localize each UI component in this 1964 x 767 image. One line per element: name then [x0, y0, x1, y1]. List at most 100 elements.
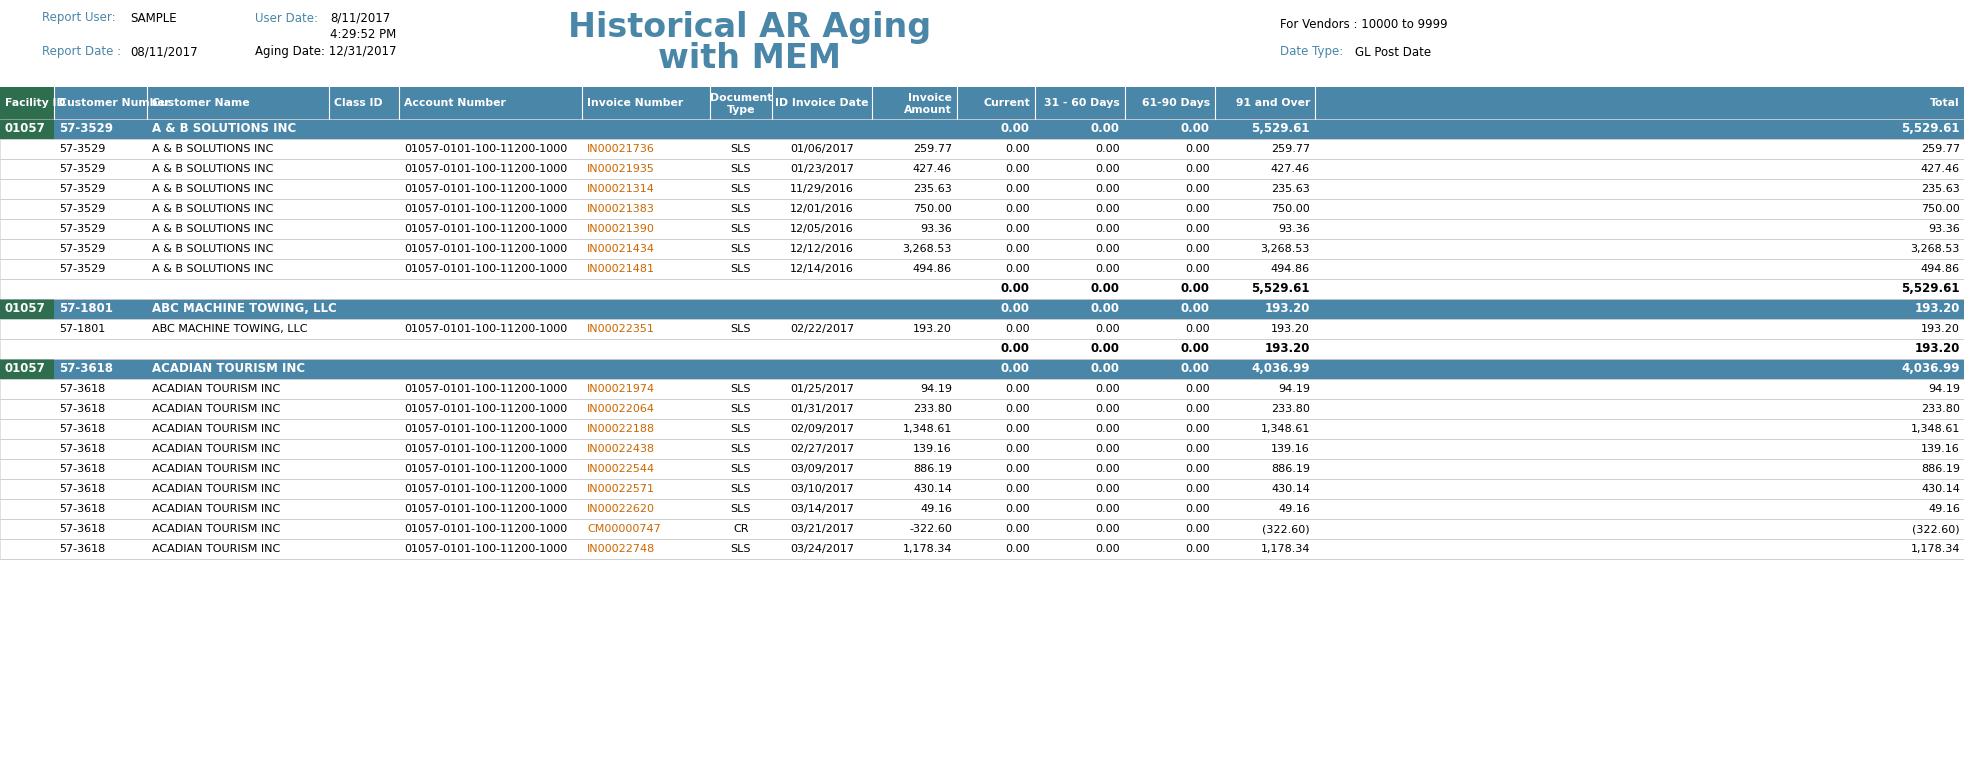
Text: 57-3618: 57-3618	[59, 484, 106, 494]
Text: 0.00: 0.00	[1006, 504, 1029, 514]
Bar	[0, 159, 1964, 179]
Text: 01057-0101-100-11200-1000: 01057-0101-100-11200-1000	[405, 464, 568, 474]
Text: 0.00: 0.00	[1094, 244, 1119, 254]
Text: 0.00: 0.00	[1184, 504, 1210, 514]
Text: 93.36: 93.36	[919, 224, 951, 234]
Text: 0.00: 0.00	[1184, 184, 1210, 194]
Text: A & B SOLUTIONS INC: A & B SOLUTIONS INC	[151, 224, 273, 234]
Text: 49.16: 49.16	[1277, 504, 1310, 514]
Text: 1,178.34: 1,178.34	[1909, 544, 1958, 554]
Text: 57-3618: 57-3618	[59, 504, 106, 514]
Text: Account Number: Account Number	[405, 98, 505, 108]
Text: 259.77: 259.77	[913, 144, 951, 154]
Text: 233.80: 233.80	[1271, 404, 1310, 414]
Text: 0.00: 0.00	[1184, 424, 1210, 434]
Bar	[0, 539, 1964, 559]
Text: 01057-0101-100-11200-1000: 01057-0101-100-11200-1000	[405, 324, 568, 334]
Text: 430.14: 430.14	[1921, 484, 1958, 494]
Text: 427.46: 427.46	[1271, 164, 1310, 174]
Text: 0.00: 0.00	[1090, 343, 1119, 355]
Text: 03/14/2017: 03/14/2017	[790, 504, 854, 514]
Text: SLS: SLS	[731, 384, 750, 394]
Text: 57-3618: 57-3618	[59, 424, 106, 434]
Text: 0.00: 0.00	[1000, 123, 1029, 136]
Text: 233.80: 233.80	[1921, 404, 1958, 414]
Text: 93.36: 93.36	[1279, 224, 1310, 234]
Text: 0.00: 0.00	[1090, 363, 1119, 376]
Bar	[0, 519, 1964, 539]
Text: IN00021481: IN00021481	[587, 264, 654, 274]
Text: 1,348.61: 1,348.61	[1909, 424, 1958, 434]
Text: 0.00: 0.00	[1094, 424, 1119, 434]
Text: 3,268.53: 3,268.53	[1261, 244, 1310, 254]
Text: 886.19: 886.19	[1921, 464, 1958, 474]
Text: 0.00: 0.00	[1006, 144, 1029, 154]
Text: 750.00: 750.00	[1271, 204, 1310, 214]
Text: 193.20: 193.20	[913, 324, 951, 334]
Text: 57-3618: 57-3618	[59, 404, 106, 414]
Text: 57-3529: 57-3529	[59, 264, 106, 274]
Text: 0.00: 0.00	[1006, 184, 1029, 194]
Text: 1,348.61: 1,348.61	[901, 424, 951, 434]
Text: 94.19: 94.19	[1927, 384, 1958, 394]
Text: 0.00: 0.00	[1094, 504, 1119, 514]
Text: IN00022748: IN00022748	[587, 544, 654, 554]
Text: 12/01/2016: 12/01/2016	[790, 204, 854, 214]
Text: For Vendors : 10000 to 9999: For Vendors : 10000 to 9999	[1279, 18, 1447, 31]
Text: 02/27/2017: 02/27/2017	[790, 444, 854, 454]
Text: 01057-0101-100-11200-1000: 01057-0101-100-11200-1000	[405, 424, 568, 434]
Text: 0.00: 0.00	[1180, 363, 1210, 376]
Text: 0.00: 0.00	[1094, 384, 1119, 394]
Text: 0.00: 0.00	[1006, 404, 1029, 414]
Text: IN00021974: IN00021974	[587, 384, 654, 394]
Text: 0.00: 0.00	[1006, 384, 1029, 394]
Text: 0.00: 0.00	[1000, 363, 1029, 376]
Text: ACADIAN TOURISM INC: ACADIAN TOURISM INC	[151, 404, 281, 414]
Text: 0.00: 0.00	[1094, 164, 1119, 174]
Text: 49.16: 49.16	[1927, 504, 1958, 514]
Text: 02/09/2017: 02/09/2017	[790, 424, 854, 434]
Text: 0.00: 0.00	[1184, 244, 1210, 254]
Text: Invoice: Invoice	[907, 94, 951, 104]
Text: 01057-0101-100-11200-1000: 01057-0101-100-11200-1000	[405, 404, 568, 414]
Text: 0.00: 0.00	[1184, 204, 1210, 214]
Text: 0.00: 0.00	[1094, 224, 1119, 234]
Text: 03/21/2017: 03/21/2017	[790, 524, 854, 534]
Bar	[0, 87, 1964, 119]
Bar	[0, 119, 53, 139]
Text: SLS: SLS	[731, 324, 750, 334]
Text: IN00021314: IN00021314	[587, 184, 654, 194]
Text: A & B SOLUTIONS INC: A & B SOLUTIONS INC	[151, 244, 273, 254]
Text: 430.14: 430.14	[1271, 484, 1310, 494]
Text: 0.00: 0.00	[1094, 184, 1119, 194]
Text: 0.00: 0.00	[1006, 444, 1029, 454]
Text: 5,529.61: 5,529.61	[1251, 282, 1310, 295]
Text: 01057: 01057	[6, 302, 45, 315]
Text: 57-3618: 57-3618	[59, 444, 106, 454]
Text: ABC MACHINE TOWING, LLC: ABC MACHINE TOWING, LLC	[151, 302, 336, 315]
Text: 5,529.61: 5,529.61	[1901, 282, 1958, 295]
Text: 01/25/2017: 01/25/2017	[790, 384, 854, 394]
Text: 494.86: 494.86	[1921, 264, 1958, 274]
Text: 01057-0101-100-11200-1000: 01057-0101-100-11200-1000	[405, 384, 568, 394]
Bar	[0, 119, 1964, 139]
Text: 0.00: 0.00	[1184, 384, 1210, 394]
Text: IN00022438: IN00022438	[587, 444, 654, 454]
Text: Report User:: Report User:	[41, 12, 116, 25]
Text: 494.86: 494.86	[1271, 264, 1310, 274]
Text: ACADIAN TOURISM INC: ACADIAN TOURISM INC	[151, 444, 281, 454]
Text: SLS: SLS	[731, 404, 750, 414]
Text: A & B SOLUTIONS INC: A & B SOLUTIONS INC	[151, 204, 273, 214]
Bar	[0, 359, 1964, 379]
Text: CR: CR	[733, 524, 748, 534]
Text: 0.00: 0.00	[1006, 244, 1029, 254]
Text: GL Post Date: GL Post Date	[1355, 45, 1430, 58]
Text: 57-1801: 57-1801	[59, 324, 106, 334]
Text: 0.00: 0.00	[1094, 524, 1119, 534]
Text: (322.60): (322.60)	[1911, 524, 1958, 534]
Text: 139.16: 139.16	[913, 444, 951, 454]
Text: IN00021383: IN00021383	[587, 204, 654, 214]
Bar	[0, 299, 53, 319]
Text: 02/22/2017: 02/22/2017	[790, 324, 854, 334]
Text: 94.19: 94.19	[919, 384, 951, 394]
